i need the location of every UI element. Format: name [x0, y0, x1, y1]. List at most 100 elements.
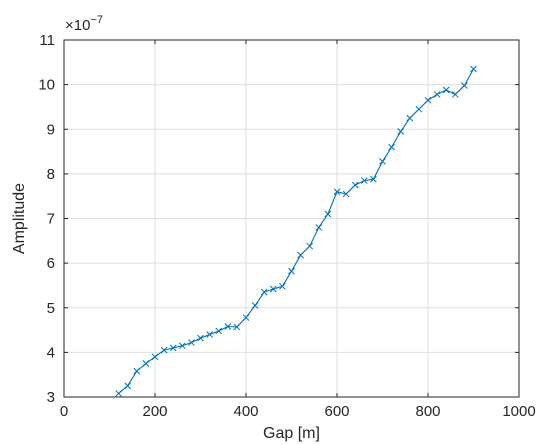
marker-stroke [470, 65, 477, 73]
data-point-marker [324, 210, 332, 218]
marker-stroke [142, 360, 150, 367]
marker-stroke [388, 143, 395, 151]
data-point-marker [151, 353, 159, 361]
x-tick-label: 600 [324, 403, 349, 420]
data-point-marker [306, 242, 314, 250]
marker-stroke [315, 224, 323, 231]
marker-stroke [360, 177, 368, 184]
y-tick-label: 7 [47, 211, 55, 228]
data-point-marker [370, 175, 377, 183]
marker-stroke [197, 334, 204, 342]
data-point-marker [215, 327, 223, 335]
data-point-marker [142, 360, 150, 367]
marker-stroke [233, 323, 241, 331]
x-tick-label: 1000 [502, 403, 535, 420]
data-point-marker [279, 282, 286, 290]
y-axis-label: Amplitude [11, 183, 28, 254]
data-point-marker [115, 390, 122, 397]
data-point-marker [260, 288, 268, 296]
marker-stroke [442, 86, 450, 94]
marker-stroke [370, 175, 377, 183]
data-point-marker [297, 251, 304, 259]
grid [64, 40, 519, 397]
data-point-marker [470, 65, 477, 73]
marker-stroke [297, 251, 304, 259]
y-tick-label: 3 [47, 389, 55, 406]
marker-stroke [260, 288, 268, 296]
y-tick-label: 6 [47, 255, 55, 272]
data-point-marker [124, 382, 132, 390]
data-point-marker [242, 314, 250, 321]
data-point-marker [415, 105, 423, 113]
marker-stroke [124, 382, 132, 390]
y-tick-label: 11 [39, 32, 55, 49]
marker-stroke [151, 353, 159, 361]
marker-stroke [242, 314, 250, 321]
data-point-marker [360, 177, 368, 184]
x-tick-label: 400 [233, 403, 258, 420]
data-point-marker [251, 302, 259, 309]
marker-stroke [415, 105, 423, 113]
marker-stroke [133, 367, 141, 375]
axis-ticks [63, 39, 520, 398]
marker-stroke [224, 323, 232, 330]
x-tick-label: 0 [60, 403, 68, 420]
data-point-marker [233, 323, 241, 331]
marker-stroke [178, 342, 186, 350]
y-tick-label: 10 [38, 77, 55, 94]
data-point-marker [424, 96, 432, 104]
marker-stroke [306, 242, 314, 250]
marker-stroke [115, 390, 122, 397]
y-tick-label: 8 [47, 166, 55, 183]
x-tick-label: 200 [142, 403, 167, 420]
marker-stroke [169, 344, 177, 352]
marker-stroke [333, 188, 341, 196]
data-point-marker [333, 188, 341, 196]
data-point-marker [178, 342, 186, 350]
marker-stroke [288, 267, 295, 275]
x-axis-label: Gap [m] [263, 425, 320, 442]
x-tick-label: 800 [415, 403, 440, 420]
marker-stroke [424, 96, 432, 104]
marker-stroke [215, 327, 223, 335]
marker-stroke [433, 91, 441, 98]
marker-stroke [397, 128, 405, 135]
marker-stroke [160, 346, 168, 354]
data-point-marker [406, 114, 414, 122]
y-axis-exponent-label: ×10−7 [65, 14, 103, 34]
marker-stroke [188, 339, 195, 346]
data-point-marker [351, 181, 359, 189]
data-point-marker [160, 346, 168, 354]
marker-stroke [451, 91, 459, 98]
marker-stroke [351, 181, 359, 189]
data-point-marker [288, 267, 295, 275]
data-point-marker [169, 344, 177, 352]
data-point-marker [224, 323, 232, 330]
y-tick-label: 5 [47, 300, 55, 317]
data-point-marker [397, 128, 405, 135]
marker-stroke [461, 82, 468, 89]
y-tick-label: 4 [47, 344, 55, 361]
tick-labels: 0 200 400 600 800 1000 3 4 5 6 7 8 9 10 11 [38, 32, 535, 420]
data-point-marker [451, 91, 459, 98]
data-point-marker [433, 91, 441, 98]
marker-stroke [206, 331, 213, 338]
series-line [118, 68, 474, 394]
marker-stroke [269, 285, 277, 293]
data-point-marker [388, 143, 395, 151]
data-point-marker [206, 331, 213, 338]
series [115, 65, 477, 397]
marker-stroke [406, 114, 414, 122]
marker-stroke [342, 190, 350, 198]
marker-stroke [251, 302, 259, 309]
data-point-marker [188, 339, 195, 346]
data-point-marker [342, 190, 350, 198]
marker-stroke [324, 210, 332, 218]
data-point-marker [269, 285, 277, 293]
data-point-marker [315, 224, 323, 231]
data-point-marker [197, 334, 204, 342]
y-exponent-power: −7 [90, 14, 103, 26]
marker-stroke [379, 158, 386, 165]
